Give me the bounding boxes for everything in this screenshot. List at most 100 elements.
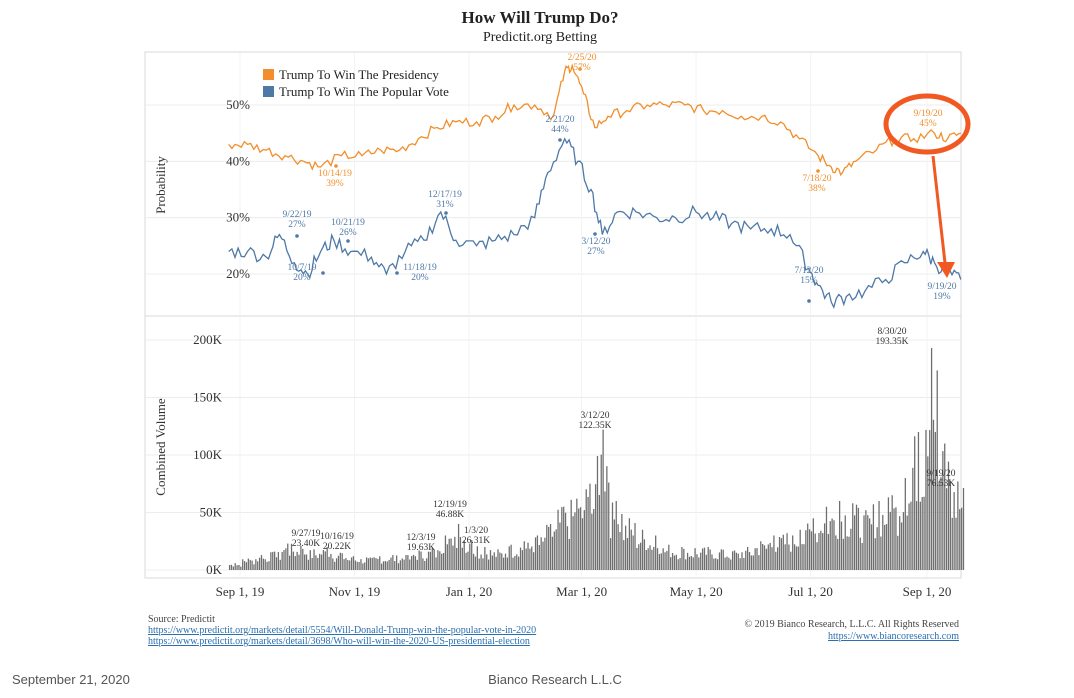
volume-bar bbox=[688, 556, 691, 570]
volume-bar bbox=[651, 549, 653, 570]
volume-bar bbox=[638, 544, 640, 570]
annotation-marker bbox=[593, 232, 597, 236]
probability-tick-label: 40% bbox=[226, 153, 250, 168]
volume-bar bbox=[692, 557, 694, 570]
volume-bar bbox=[685, 559, 687, 570]
volume-bar bbox=[867, 515, 869, 570]
source-link-presidency[interactable]: https://www.predictit.org/markets/detail… bbox=[148, 636, 530, 647]
volume-bar bbox=[322, 550, 325, 570]
bianco-site-link[interactable]: https://www.biancoresearch.com bbox=[828, 631, 959, 642]
volume-bar bbox=[418, 550, 420, 570]
volume-bar bbox=[679, 558, 681, 570]
volume-bar bbox=[518, 556, 520, 570]
volume-bar bbox=[902, 512, 905, 570]
annotation-marker bbox=[321, 271, 325, 275]
volume-bar bbox=[486, 554, 488, 570]
volume-bar bbox=[315, 555, 317, 570]
volume-bar bbox=[763, 545, 766, 570]
volume-bar bbox=[602, 429, 604, 570]
volume-tick-label: 50K bbox=[200, 505, 223, 520]
volume-bar bbox=[452, 545, 454, 570]
volume-bar bbox=[792, 535, 794, 570]
volume-bar bbox=[431, 548, 433, 570]
volume-bar bbox=[551, 536, 554, 570]
volume-bar bbox=[448, 538, 450, 570]
annotation-date: 10/21/19 bbox=[331, 218, 365, 228]
volume-bar bbox=[752, 555, 754, 570]
volume-bar bbox=[668, 544, 670, 570]
volume-bar bbox=[604, 491, 606, 570]
volume-bar bbox=[912, 467, 914, 570]
volume-bar bbox=[814, 533, 816, 570]
volume-bar bbox=[861, 542, 863, 570]
volume-bar bbox=[807, 523, 809, 570]
annotation-date: 7/12/20 bbox=[794, 266, 823, 276]
volume-bar bbox=[243, 561, 246, 570]
volume-bar bbox=[298, 554, 300, 570]
volume-bar bbox=[850, 528, 852, 570]
volume-bar bbox=[895, 507, 897, 570]
volume-bar bbox=[487, 559, 490, 570]
volume-bar bbox=[446, 544, 448, 570]
volume-bar bbox=[540, 537, 542, 570]
volume-bar bbox=[696, 554, 698, 570]
volume-bar bbox=[382, 561, 385, 570]
volume-annotation-value: 46.88K bbox=[436, 510, 464, 520]
volume-bar bbox=[658, 553, 661, 570]
volume-bar bbox=[848, 536, 850, 570]
source-label: Source: Predictit bbox=[148, 614, 215, 625]
chart-annotations: 10/14/1939%2/25/2057%7/18/2038%9/19/2045… bbox=[282, 53, 956, 553]
volume-bar bbox=[429, 551, 432, 570]
volume-bar bbox=[277, 552, 280, 570]
volume-bar bbox=[268, 561, 270, 570]
volume-annotation-date: 9/27/19 bbox=[291, 529, 320, 539]
volume-bar bbox=[957, 481, 959, 570]
volume-bar bbox=[407, 555, 409, 570]
volume-bar bbox=[414, 556, 417, 570]
volume-bar bbox=[758, 555, 760, 570]
annotation-date: 12/17/19 bbox=[428, 190, 462, 200]
volume-bar bbox=[882, 515, 884, 570]
volume-bar bbox=[608, 482, 610, 570]
volume-bar bbox=[872, 504, 875, 570]
volume-annotation-value: 26.31K bbox=[462, 536, 490, 546]
volume-bar bbox=[574, 512, 576, 570]
volume-bar bbox=[508, 546, 510, 570]
volume-bar bbox=[341, 553, 343, 570]
volume-bar bbox=[347, 560, 349, 570]
volume-bar bbox=[786, 533, 788, 570]
volume-bar bbox=[335, 558, 338, 570]
volume-bar bbox=[829, 521, 831, 570]
volume-bar bbox=[690, 556, 692, 570]
volume-bar bbox=[529, 548, 531, 570]
source-link-popular-vote[interactable]: https://www.predictit.org/markets/detail… bbox=[148, 625, 536, 636]
volume-bar bbox=[457, 524, 460, 570]
annotation-date: 10/7/19 bbox=[287, 263, 316, 273]
volume-bar bbox=[623, 540, 625, 570]
volume-bar bbox=[801, 544, 803, 570]
volume-bar bbox=[700, 552, 702, 570]
volume-bar bbox=[450, 538, 452, 570]
volume-bar bbox=[456, 547, 458, 570]
volume-bar bbox=[439, 551, 441, 570]
volume-bar bbox=[489, 550, 492, 570]
volume-bar bbox=[713, 558, 715, 570]
volume-bar bbox=[737, 553, 739, 570]
annotation-value: 20% bbox=[411, 273, 429, 283]
volume-bar bbox=[865, 510, 867, 570]
volume-bar bbox=[536, 535, 539, 570]
volume-bar bbox=[384, 561, 387, 570]
volume-bar bbox=[390, 557, 392, 570]
volume-bar bbox=[855, 504, 858, 570]
volume-bar bbox=[812, 518, 814, 570]
volume-bar bbox=[326, 547, 328, 570]
volume-bar bbox=[947, 461, 950, 570]
volume-bar bbox=[570, 499, 572, 570]
volume-bar bbox=[929, 430, 931, 570]
volume-bar bbox=[917, 432, 920, 570]
annotation-date: 9/22/19 bbox=[282, 210, 311, 220]
volume-bar bbox=[869, 518, 871, 570]
volume-bar bbox=[773, 535, 775, 570]
volume-bar bbox=[304, 554, 306, 570]
volume-annotation-value: 122.35K bbox=[579, 421, 612, 431]
